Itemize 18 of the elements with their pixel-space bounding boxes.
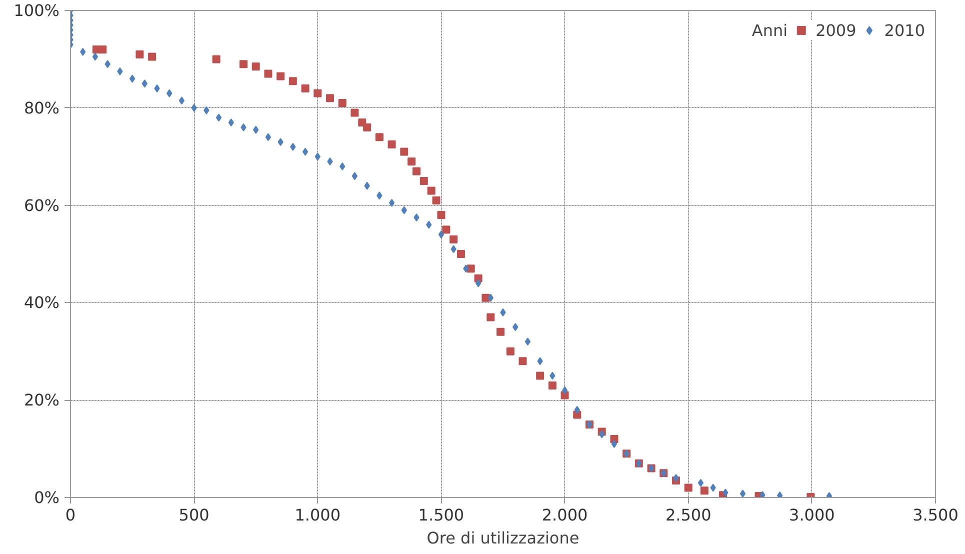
x-tick-label: 0 [65,506,76,524]
x-tick-label: 2.500 [665,506,712,524]
y-tick-label: 40% [24,293,60,312]
x-tick-label: 2.000 [542,506,588,524]
legend-label: 2010 [884,20,925,40]
y-tick-label: 80% [24,98,60,118]
x-tick-label: 1.500 [418,506,464,524]
x-axis-title: Ore di utilizzazione [426,528,580,548]
x-tick-label: 3.000 [789,506,835,524]
y-tick-label: 0% [34,488,60,507]
y-tick-label: 60% [24,196,60,215]
legend-title: Anni [752,20,788,40]
x-tick-label: 500 [178,506,210,524]
x-tick-label: 3.500 [912,506,958,524]
y-tick-label: 20% [24,390,60,410]
legend-label: 2009 [816,20,856,40]
y-tick-label: 100% [14,1,60,20]
x-tick-label: 1.000 [294,506,341,524]
